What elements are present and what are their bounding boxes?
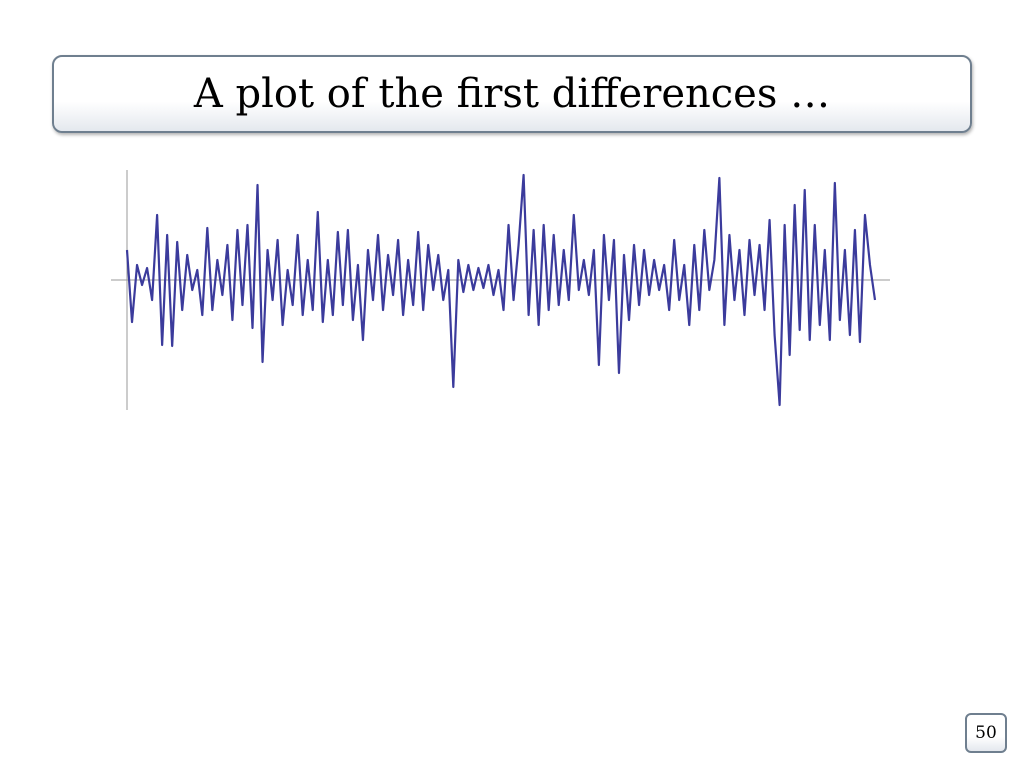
- data-line: [125, 173, 877, 407]
- page-number: 50: [965, 713, 1007, 753]
- slide-title: A plot of the first differences …: [52, 55, 972, 133]
